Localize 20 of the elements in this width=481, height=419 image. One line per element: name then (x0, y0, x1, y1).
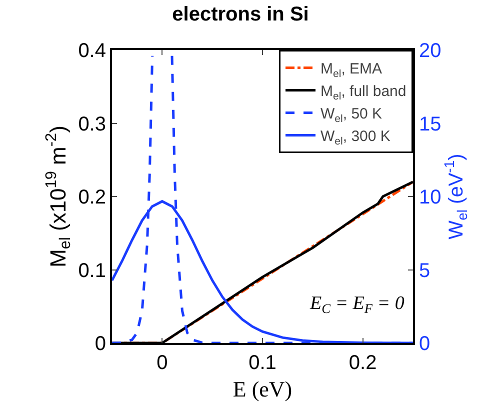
y2-tick-label: 15 (419, 113, 442, 136)
y-tick-label: 0.2 (78, 186, 106, 208)
y2-tick-label: 20 (419, 40, 442, 62)
y2-tick-label: 10 (419, 186, 442, 208)
y-tick-label: 0.4 (78, 40, 106, 62)
annotation: E$_{C}$ = E$_{F}$ = 0 (309, 293, 405, 316)
legend-label: M$_{el}$, EMA (320, 60, 382, 80)
y2-tick-label: 0 (419, 333, 430, 355)
y2-tick-label: 5 (419, 260, 430, 282)
chart-title: electrons in Si (172, 3, 309, 26)
x-tick-label: 0.2 (348, 352, 377, 374)
y-tick-label: 0.1 (78, 260, 106, 282)
x-tick-label: 0 (156, 352, 168, 374)
x-tick-label: 0.1 (248, 352, 276, 374)
legend-label: W$_{el}$, 300 K (320, 128, 390, 148)
x-axis-title: E (eV) (232, 376, 292, 402)
legend-label: W$_{el}$, 50 K (320, 106, 382, 125)
legend-label: M$_{el}$, full band (320, 83, 406, 102)
y-tick-label: 0 (94, 333, 106, 355)
y-tick-label: 0.3 (78, 113, 106, 136)
